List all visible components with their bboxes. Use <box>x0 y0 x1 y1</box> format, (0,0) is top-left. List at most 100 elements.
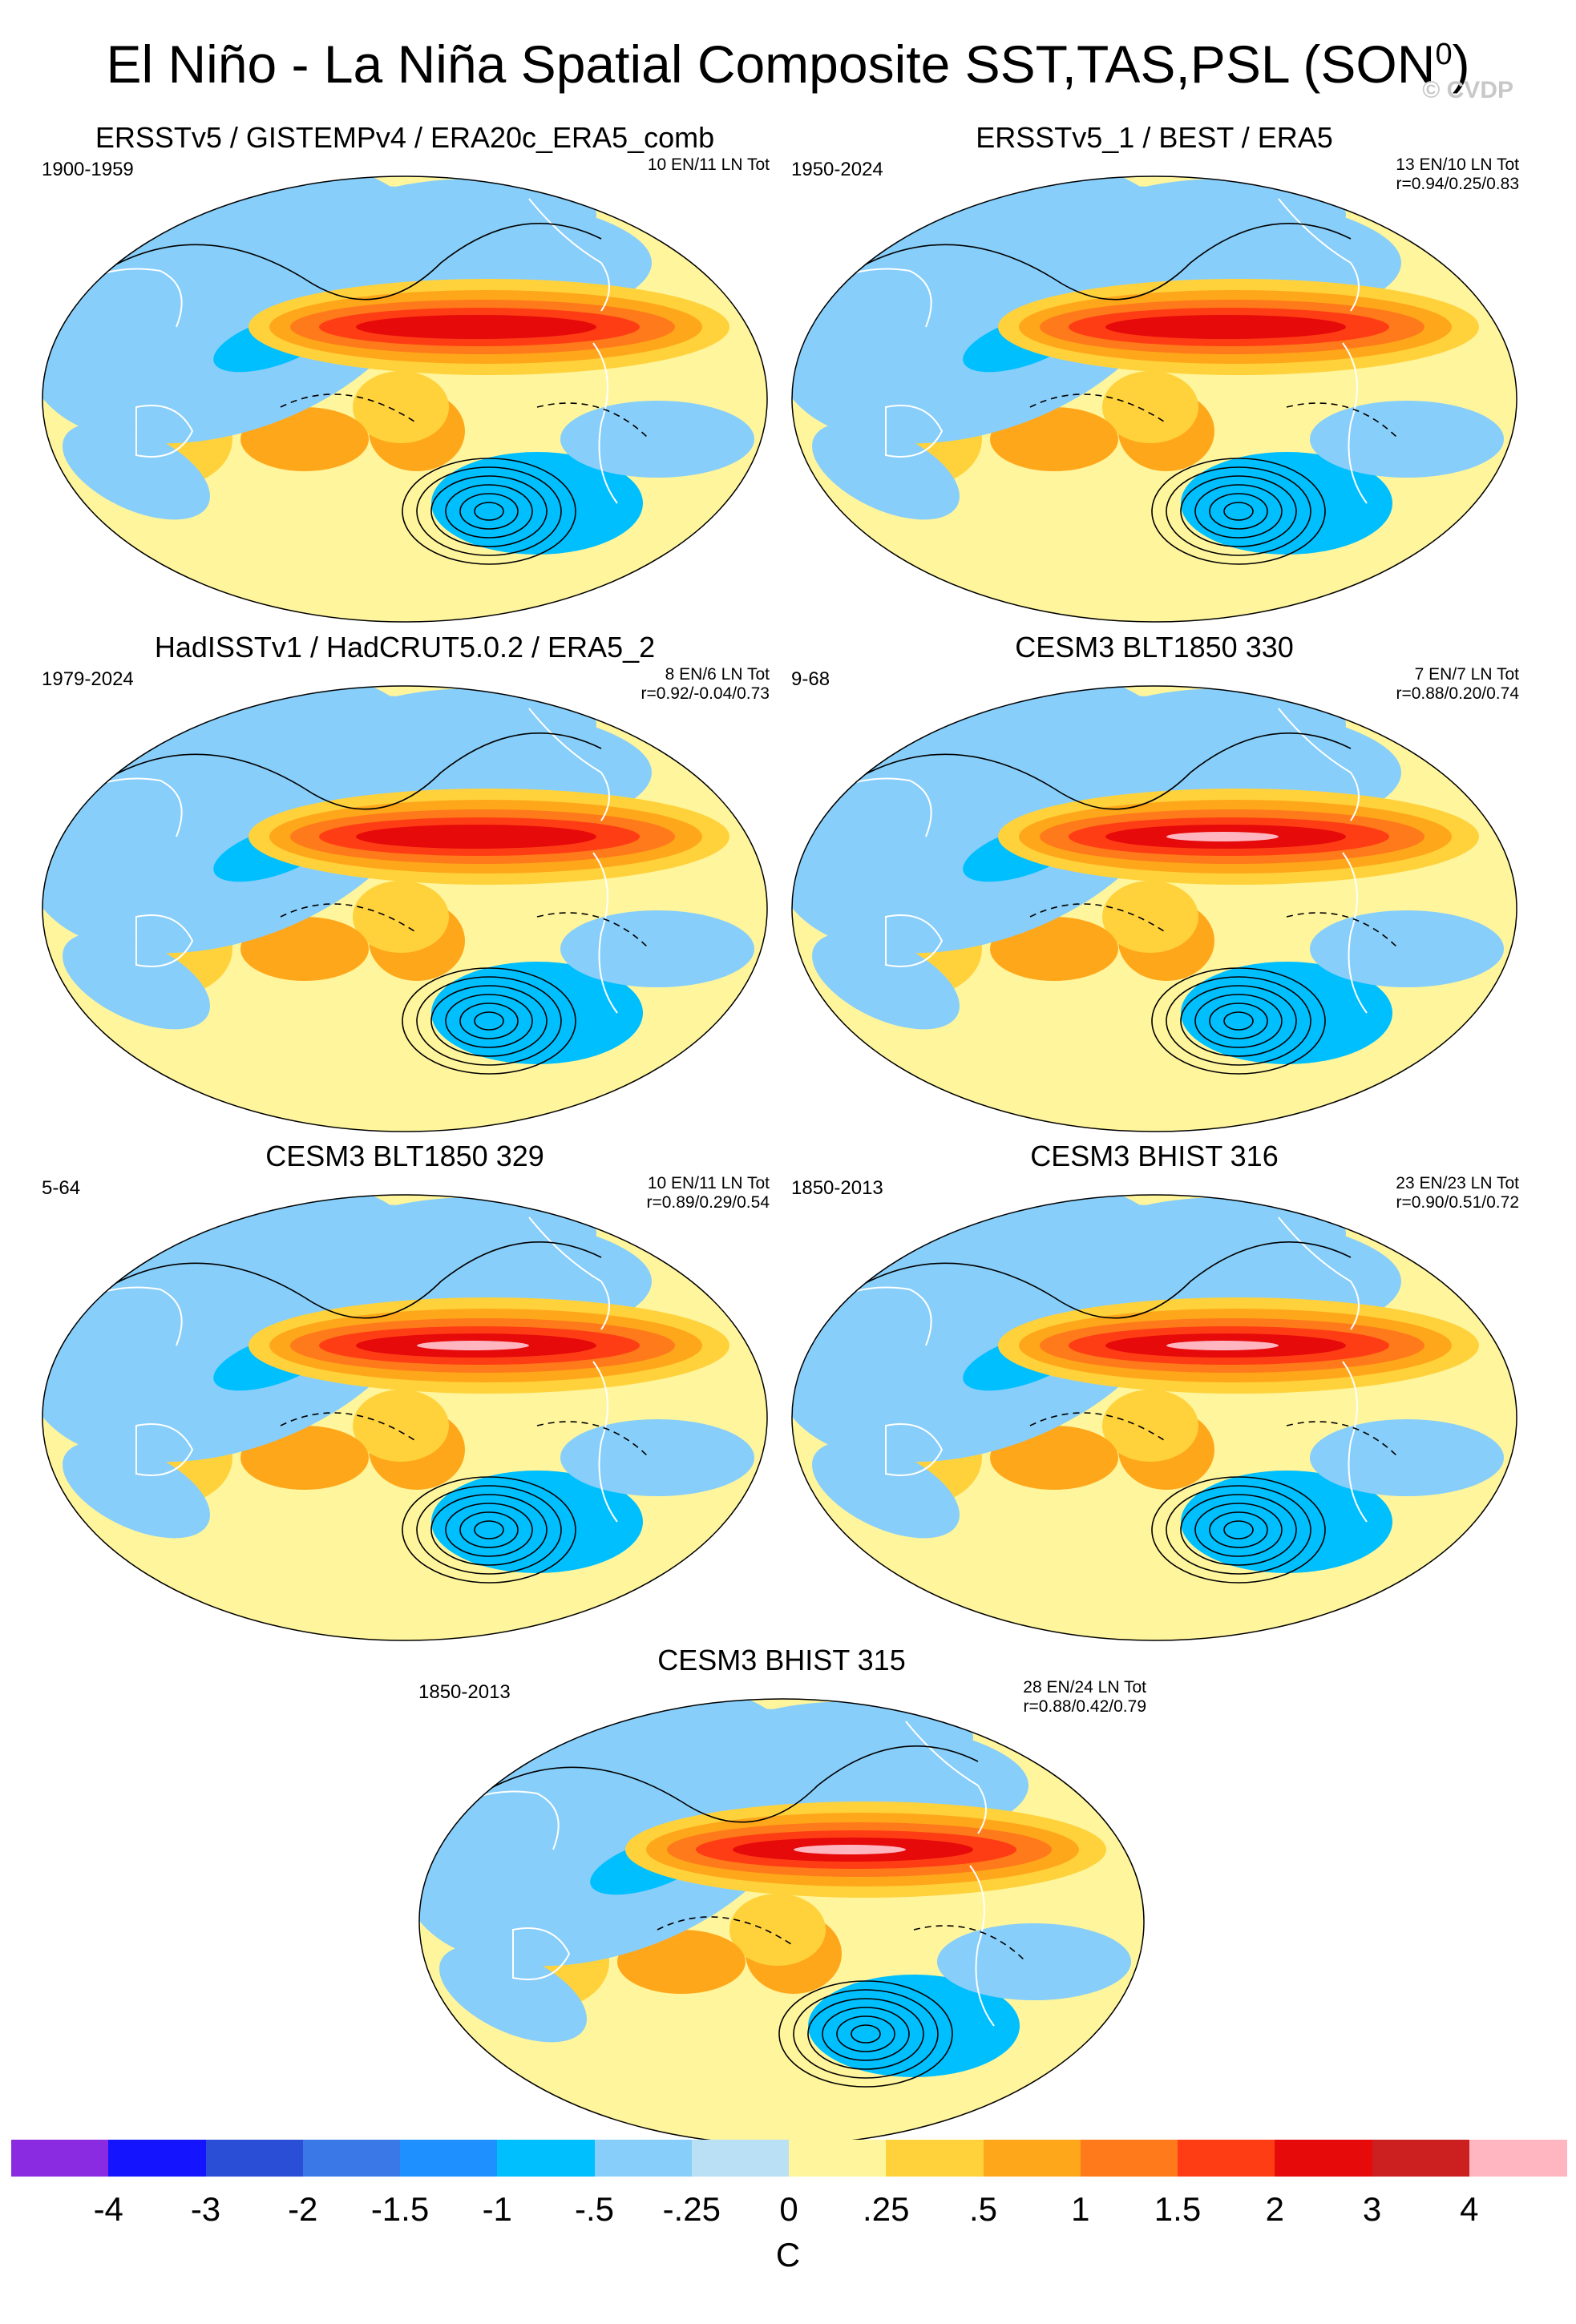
psl-contour <box>103 222 602 301</box>
colorbar-bin <box>1178 2140 1275 2177</box>
psl-contour <box>1180 985 1297 1057</box>
psl-contour <box>1151 967 1326 1075</box>
map-panel-ersstv5-gistempv4: ERSSTv5 / GISTEMPv4 / ERA20c_ERA5_comb 1… <box>40 122 770 635</box>
cold-anomaly-region <box>812 1441 960 1539</box>
panel-stats-counts: 8 EN/6 LN Tot <box>665 665 770 684</box>
warm-anomaly-region <box>353 881 449 953</box>
psl-contour <box>103 1241 602 1319</box>
map-panel-cesm3-blt1850-330: CESM3 BLT1850 330 9-68 7 EN/7 LN Tot r=0.… <box>790 631 1519 1144</box>
psl-contour <box>474 1520 504 1539</box>
psl-contour <box>1166 466 1311 556</box>
panel-title: CESM3 BLT1850 330 <box>1015 631 1294 664</box>
coastline <box>528 708 610 821</box>
psl-contour <box>103 732 602 810</box>
panel-stats: 13 EN/10 LN Tot r=0.94/0.25/0.83 <box>1396 155 1519 194</box>
psl-contour <box>445 994 533 1048</box>
colorbar-tick-label: 1 <box>1071 2190 1090 2228</box>
warm-anomaly-region <box>1102 1390 1198 1462</box>
warm-anomaly-region <box>353 1390 449 1462</box>
coastline <box>135 914 194 967</box>
map-field <box>42 686 767 1132</box>
colorbar-unit: C <box>775 2236 801 2274</box>
map-border <box>791 1194 1517 1641</box>
colorbar-bin <box>11 2140 109 2177</box>
map-border <box>42 685 768 1132</box>
colorbar-bin <box>205 2140 304 2177</box>
coastline <box>592 852 618 1014</box>
panel-stats-counts: 10 EN/11 LN Tot <box>647 1174 770 1192</box>
psl-contour <box>1151 458 1326 565</box>
map-border <box>791 685 1517 1132</box>
cold-anomaly-region <box>350 688 596 761</box>
psl-contour <box>1166 976 1311 1066</box>
panel-years: 1900-1959 <box>42 159 134 180</box>
panel-stats-counts: 23 EN/23 LN Tot <box>1396 1174 1519 1192</box>
psl-contour <box>416 466 562 556</box>
cold-anomaly-region <box>63 422 210 520</box>
panel-stats-counts: 13 EN/10 LN Tot <box>1396 155 1519 174</box>
colorbar-tick-label: .25 <box>863 2190 910 2228</box>
psl-contour <box>822 2007 910 2061</box>
coastline <box>905 1721 987 1834</box>
panel-title: ERSSTv5_1 / BEST / ERA5 <box>976 121 1333 154</box>
colorbar-tick-label: 4 <box>1460 2190 1479 2228</box>
psl-contour <box>1223 502 1254 521</box>
map-field <box>42 176 767 622</box>
panel-years: 9-68 <box>791 668 830 690</box>
nino-warm-tongue-band <box>1166 1341 1279 1350</box>
cold-anomaly-region <box>560 401 754 478</box>
psl-contour-negative <box>657 1916 794 1947</box>
coastline <box>528 1216 610 1330</box>
colorbar-bin <box>1275 2140 1372 2177</box>
psl-contour <box>1151 1476 1326 1584</box>
warm-anomaly-region <box>1102 371 1198 443</box>
psl-contour <box>416 976 562 1066</box>
colorbar-bin <box>594 2140 693 2177</box>
colorbar-tick-label: -2 <box>288 2190 318 2228</box>
cold-anomaly-region <box>812 422 960 520</box>
cold-anomaly-region <box>439 1945 587 2043</box>
psl-contour <box>430 475 548 547</box>
map-border <box>42 1194 768 1641</box>
panel-stats: 10 EN/11 LN Tot <box>648 155 770 175</box>
psl-contour <box>402 1476 576 1584</box>
nino-warm-tongue-band <box>417 832 529 841</box>
figure-title-close: ) <box>1452 34 1470 94</box>
colorbar-tick-label: .5 <box>968 2190 998 2228</box>
colorbar-bin <box>886 2140 984 2177</box>
map-field <box>42 1195 767 1640</box>
panel-years: 1979-2024 <box>42 668 134 690</box>
psl-contour-negative <box>536 1421 650 1459</box>
cold-anomaly-region <box>1099 179 1346 251</box>
panel-stats: 8 EN/6 LN Tot r=0.92/-0.04/0.73 <box>641 665 770 704</box>
panel-stats: 28 EN/24 LN Tot r=0.88/0.42/0.79 <box>1023 1678 1146 1717</box>
psl-contour <box>459 1003 519 1039</box>
composite-map <box>418 1698 1145 2145</box>
psl-contour <box>1209 493 1268 530</box>
psl-contour <box>836 2015 895 2052</box>
psl-contour-negative <box>1029 393 1167 424</box>
coastline <box>969 1865 995 2027</box>
coastline <box>885 914 944 967</box>
cold-anomaly-region <box>63 1441 210 1539</box>
panel-title: CESM3 BLT1850 329 <box>265 1140 544 1172</box>
psl-contour-negative <box>1286 1421 1400 1459</box>
cold-anomaly-region <box>560 910 754 987</box>
figure-title: El Niño - La Niña Spatial Composite SST,… <box>0 22 1576 96</box>
map-panel-cesm3-bhist-315: CESM3 BHIST 315 1850-2013 28 EN/24 LN To… <box>417 1644 1146 2157</box>
coastline <box>512 1927 571 1980</box>
psl-contour <box>853 1241 1352 1319</box>
psl-contour <box>445 1503 533 1557</box>
psl-contour-negative <box>1029 903 1167 934</box>
composite-map <box>42 685 768 1132</box>
cold-anomaly-region <box>1310 401 1504 478</box>
psl-contour <box>778 1980 953 2088</box>
coastline <box>1278 1216 1360 1330</box>
psl-contour <box>1209 1511 1268 1548</box>
composite-map <box>42 1194 768 1641</box>
cold-anomaly-region <box>726 1701 973 1773</box>
nino-warm-tongue-band <box>417 1341 529 1350</box>
coastline <box>885 1423 944 1476</box>
panel-stats-correlation: r=0.88/0.20/0.74 <box>1396 684 1519 703</box>
panel-years: 1850-2013 <box>791 1177 883 1199</box>
